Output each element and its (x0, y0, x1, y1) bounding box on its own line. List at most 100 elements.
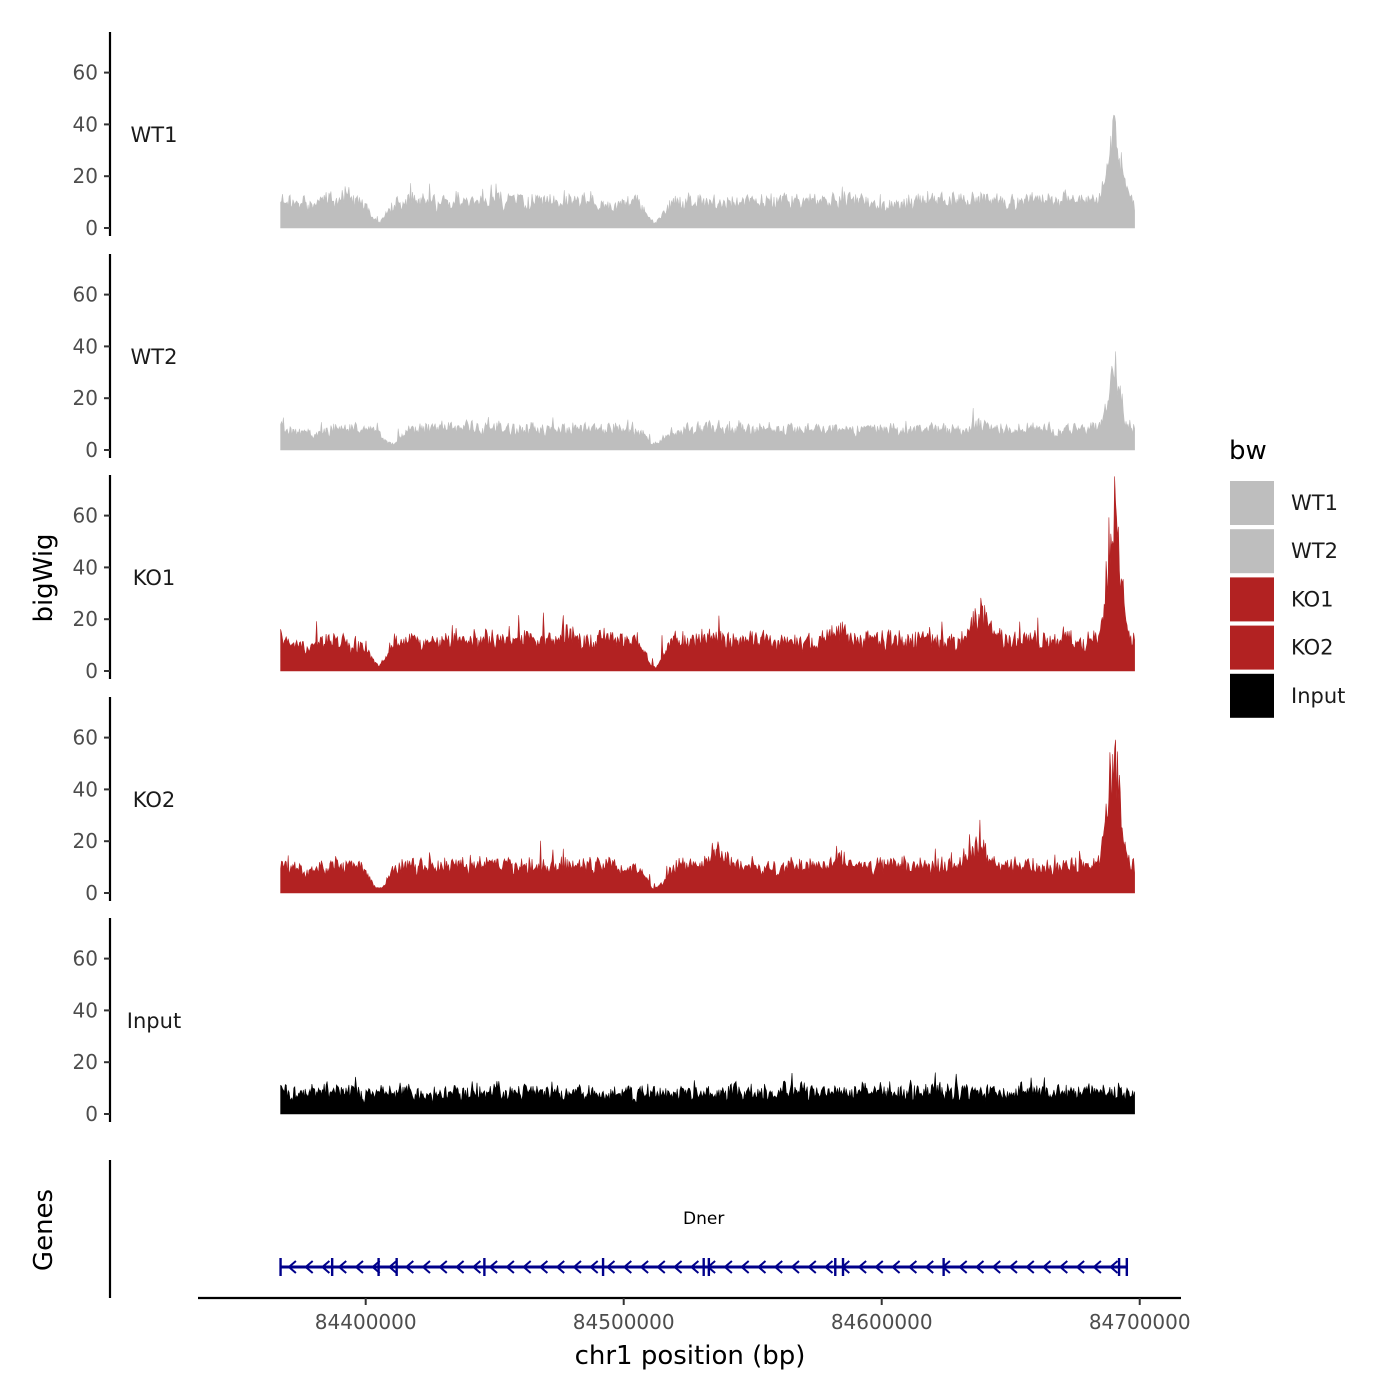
y-tick-label: 20 (73, 164, 98, 188)
track-label: Input (127, 1009, 181, 1033)
strand-arrow (572, 1260, 582, 1274)
y-tick-label: 60 (73, 504, 98, 528)
legend-key-wt2 (1230, 529, 1274, 574)
track-input: 0 20 40 60 Input (73, 918, 1135, 1126)
strand-arrow (287, 1260, 297, 1274)
signal-area-wt2 (280, 351, 1135, 451)
y-tick-label: 40 (73, 777, 98, 801)
legend-title: bw (1229, 436, 1267, 466)
strand-arrow (874, 1260, 884, 1274)
legend-key-ko1 (1230, 577, 1274, 622)
legend-key-input (1230, 673, 1274, 718)
strand-arrow (974, 1260, 985, 1274)
track-ko1: 0 20 40 60 KO1 (73, 475, 1135, 683)
y-tick-label: 60 (73, 61, 98, 85)
strand-arrow (807, 1260, 817, 1274)
y-tick-label: 60 (73, 283, 98, 307)
strand-arrow (337, 1260, 347, 1274)
strand-arrow (673, 1260, 683, 1274)
strand-arrow (790, 1260, 800, 1274)
y-tick-label: 20 (73, 829, 98, 853)
y-tick-label: 40 (73, 998, 98, 1022)
strand-arrow (924, 1260, 934, 1274)
strand-arrow (455, 1260, 465, 1274)
signal-area-ko1 (280, 476, 1135, 672)
x-tick-label: 84400000 (315, 1310, 417, 1334)
signal-area-ko2 (280, 739, 1135, 894)
x-tick-label: 84500000 (573, 1310, 675, 1334)
strand-arrow (438, 1260, 448, 1274)
strand-arrow (471, 1260, 482, 1274)
legend-label-ko2: KO2 (1291, 636, 1334, 660)
y-tick-label: 0 (85, 1102, 98, 1126)
y-tick-label: 0 (85, 881, 98, 905)
strand-arrow (1075, 1260, 1085, 1274)
strand-arrow (756, 1260, 767, 1274)
x-tick-label: 84600000 (831, 1310, 933, 1334)
strand-arrow (1109, 1260, 1119, 1274)
strand-arrow (823, 1260, 834, 1274)
track-wt2: 0 20 40 60 WT2 (73, 254, 1135, 462)
strand-arrow (1025, 1260, 1035, 1274)
gene-name-label: Dner (683, 1209, 724, 1229)
strand-arrow (555, 1260, 565, 1274)
y-tick-label: 40 (73, 334, 98, 358)
strand-arrow (421, 1260, 431, 1274)
track-label: KO1 (133, 566, 176, 590)
signal-tracks: 0 20 40 60 WT1 0 20 40 60 WT2 0 20 40 60 KO1 0 20 40 60 KO2… (73, 32, 1135, 1126)
strand-arrow (1058, 1260, 1068, 1274)
strand-arrow (320, 1260, 331, 1274)
x-tick-label: 84700000 (1089, 1310, 1191, 1334)
x-axis: 84400000 84500000 84600000 84700000 (198, 1296, 1191, 1334)
strand-arrow (538, 1260, 549, 1274)
strand-arrow (891, 1260, 901, 1274)
track-label: WT1 (131, 123, 178, 147)
legend-label-wt1: WT1 (1291, 491, 1338, 515)
strand-arrow (404, 1260, 414, 1274)
strand-arrow (689, 1260, 700, 1274)
y-tick-label: 60 (73, 947, 98, 971)
strand-arrow (605, 1260, 616, 1274)
strand-arrow (1041, 1260, 1052, 1274)
strand-arrow (723, 1260, 733, 1274)
strand-arrow (304, 1260, 314, 1274)
legend: bw WT1 WT2 KO1 KO2 Input (1229, 436, 1345, 718)
legend-label-ko1: KO1 (1291, 587, 1334, 611)
strand-arrow (522, 1260, 532, 1274)
legend-label-input: Input (1291, 684, 1345, 708)
y-axis-title: bigWig (29, 533, 59, 622)
y-tick-label: 60 (73, 726, 98, 750)
y-tick-label: 40 (73, 555, 98, 579)
track-wt1: 0 20 40 60 WT1 (73, 32, 1135, 240)
signal-area-wt1 (280, 114, 1135, 229)
x-axis-title: chr1 position (bp) (575, 1341, 806, 1371)
strand-arrow (907, 1260, 918, 1274)
y-tick-label: 0 (85, 438, 98, 462)
strand-arrow (773, 1260, 783, 1274)
legend-key-ko2 (1230, 625, 1274, 670)
strand-arrow (387, 1260, 398, 1274)
y-tick-label: 20 (73, 607, 98, 631)
strand-arrow (740, 1260, 750, 1274)
strand-arrow (958, 1260, 968, 1274)
y-tick-label: 40 (73, 112, 98, 136)
strand-arrow (589, 1260, 599, 1274)
strand-arrow (371, 1260, 381, 1274)
y-tick-label: 0 (85, 659, 98, 683)
strand-arrow (1092, 1260, 1102, 1274)
track-label: KO2 (133, 788, 176, 812)
strand-arrow (505, 1260, 515, 1274)
strand-arrow (1008, 1260, 1018, 1274)
y-tick-label: 20 (73, 1050, 98, 1074)
y-tick-label: 20 (73, 386, 98, 410)
strand-arrow (857, 1260, 867, 1274)
genes-axis-title: Genes (29, 1189, 59, 1271)
strand-arrow (991, 1260, 1001, 1274)
track-label: WT2 (131, 345, 178, 369)
strand-arrow (656, 1260, 666, 1274)
legend-key-wt1 (1230, 481, 1274, 525)
strand-arrow (639, 1260, 649, 1274)
gene-track: Dner (108, 1160, 1129, 1298)
strand-arrow (354, 1260, 364, 1274)
